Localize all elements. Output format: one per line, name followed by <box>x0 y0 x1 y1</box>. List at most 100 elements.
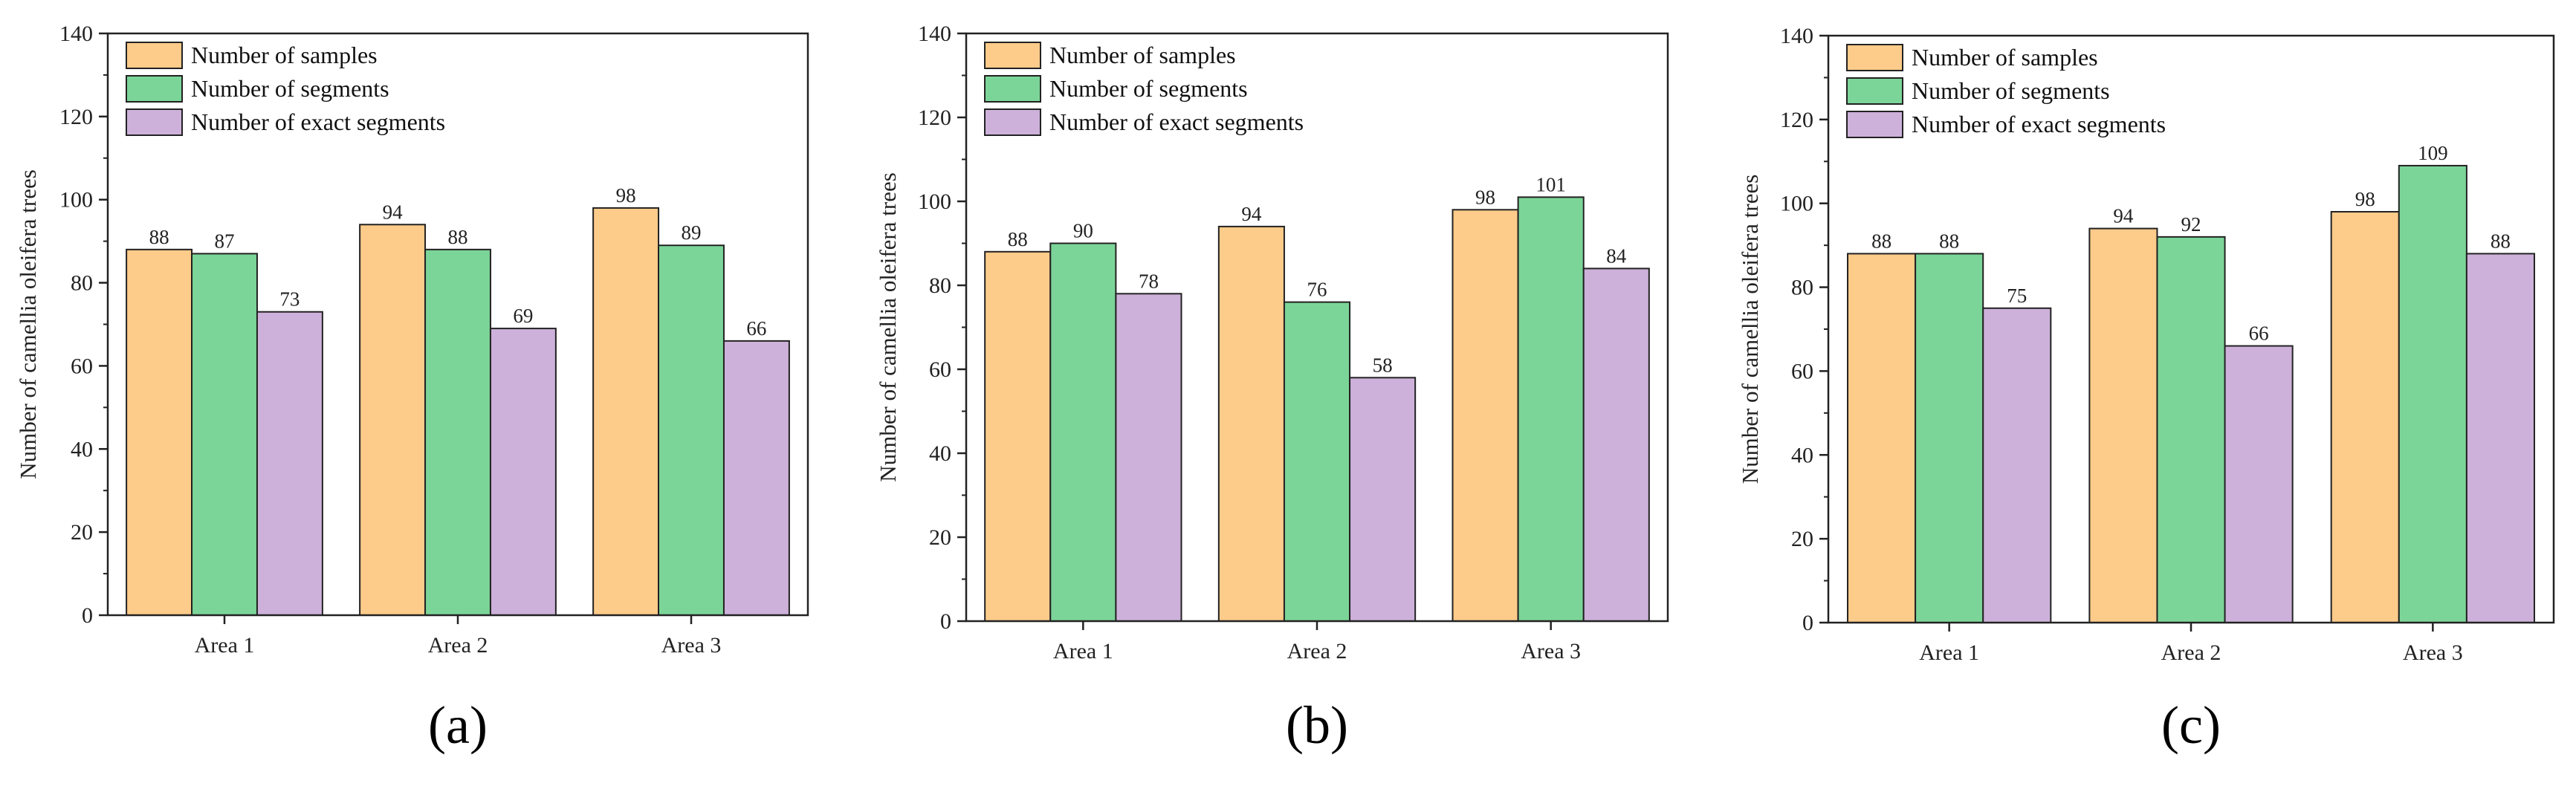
legend-swatch <box>126 42 183 69</box>
legend-swatch <box>1846 44 1903 71</box>
x-tick-label: Area 3 <box>1521 639 1581 663</box>
data-label: 101 <box>1535 173 1566 195</box>
data-label: 94 <box>1241 203 1262 225</box>
data-label: 66 <box>2249 322 2269 345</box>
data-label: 88 <box>1939 230 1959 252</box>
data-label: 78 <box>1139 270 1159 292</box>
data-label: 92 <box>2181 213 2201 236</box>
legend-label: Number of segments <box>1049 75 1248 102</box>
y-tick-label: 40 <box>1791 443 1813 467</box>
y-axis-title: Number of camellia oleifera trees <box>875 172 901 482</box>
legend-swatch <box>1846 77 1903 105</box>
data-label: 66 <box>746 317 766 340</box>
data-label: 90 <box>1073 220 1093 242</box>
y-tick-label: 20 <box>71 520 93 545</box>
data-label: 75 <box>2007 285 2027 307</box>
legend: Number of samples Number of segments Numbe… <box>126 42 445 136</box>
bar <box>2398 164 2467 623</box>
data-label: 88 <box>448 226 468 248</box>
bar <box>1217 225 1285 622</box>
y-tick-label: 80 <box>929 273 951 298</box>
data-label: 69 <box>513 305 533 327</box>
bar <box>1349 377 1417 622</box>
panel-label: (c) <box>2161 695 2221 755</box>
data-label: 88 <box>2491 230 2511 252</box>
y-tick-label: 60 <box>71 354 93 378</box>
legend-label: Number of exact segments <box>1049 108 1304 135</box>
data-label: 58 <box>1373 354 1393 376</box>
bar <box>984 250 1052 622</box>
bar <box>2088 227 2158 624</box>
legend-label: Number of exact segments <box>1912 111 2166 137</box>
data-label: 88 <box>1008 228 1028 250</box>
x-tick-label: Area 1 <box>1919 640 1979 665</box>
y-tick-label: 100 <box>1780 192 1813 216</box>
y-tick-label: 140 <box>1780 24 1813 48</box>
bar <box>126 248 193 616</box>
legend-label: Number of segments <box>191 75 389 102</box>
bar <box>424 248 491 616</box>
bar <box>1452 209 1519 622</box>
x-tick-label: Area 2 <box>428 633 488 658</box>
x-tick-label: Area 1 <box>195 633 255 658</box>
y-tick-label: 140 <box>59 22 93 46</box>
y-tick-label: 40 <box>71 437 93 461</box>
data-label: 76 <box>1307 279 1327 301</box>
bar <box>2330 211 2400 623</box>
legend-swatch <box>126 108 183 136</box>
bar <box>1982 307 2052 623</box>
bar <box>1283 301 1351 622</box>
legend-swatch <box>984 75 1041 103</box>
data-label: 98 <box>616 184 636 207</box>
data-label: 88 <box>1871 230 1891 252</box>
bar <box>722 340 790 616</box>
data-label: 98 <box>2355 188 2375 210</box>
legend-swatch <box>984 108 1041 136</box>
data-label: 89 <box>682 221 702 244</box>
bar <box>359 224 427 616</box>
x-tick-label: Area 3 <box>661 633 722 658</box>
legend-label: Number of segments <box>1912 77 2110 104</box>
data-label: 94 <box>383 201 404 223</box>
bar <box>489 328 557 616</box>
data-label: 109 <box>2418 142 2448 164</box>
y-tick-label: 140 <box>918 22 951 46</box>
y-tick-label: 40 <box>929 441 951 466</box>
y-tick-label: 0 <box>82 603 93 628</box>
chart-panel-c: 88 88 75 94 92 66 98 109 88 0 20 40 60 80 100 120 140 Are… <box>1737 24 2555 755</box>
panel-label: (a) <box>428 695 488 755</box>
bar <box>658 244 725 616</box>
x-tick-label: Area 2 <box>1287 639 1347 663</box>
legend-swatch <box>984 42 1041 69</box>
x-tick-label: Area 2 <box>2161 640 2221 665</box>
chart-panel-b: 88 90 78 94 76 58 98 101 84 0 20 40 60 80 100 120 140 Are… <box>875 22 1669 755</box>
bar <box>1049 242 1117 622</box>
chart-panel-a: 88 87 73 94 88 69 98 89 66 0 20 40 60 80 100 120 140 Area… <box>15 22 809 755</box>
data-label: 88 <box>149 226 169 248</box>
bar <box>2224 345 2294 623</box>
y-tick-label: 0 <box>1802 611 1813 635</box>
legend-label: Number of exact segments <box>191 108 445 135</box>
y-axis-title: Number of camellia oleifera trees <box>15 169 41 479</box>
legend-label: Number of samples <box>1049 42 1236 68</box>
x-tick-label: Area 3 <box>2403 640 2463 665</box>
y-axis-title: Number of camellia oleifera trees <box>1737 175 1763 484</box>
bar <box>191 253 258 616</box>
y-tick-label: 60 <box>929 357 951 382</box>
panel-label: (b) <box>1286 695 1348 755</box>
bar <box>256 311 323 616</box>
data-label: 73 <box>279 288 300 311</box>
data-label: 84 <box>1606 244 1627 267</box>
legend: Number of samples Number of segments Numbe… <box>1846 44 2166 138</box>
bar <box>2156 236 2226 624</box>
y-tick-label: 120 <box>1780 108 1813 132</box>
bar <box>1847 253 1917 623</box>
legend: Number of samples Number of segments Numbe… <box>984 42 1304 136</box>
y-tick-label: 60 <box>1791 359 1813 383</box>
y-tick-label: 120 <box>918 106 951 130</box>
bar <box>1582 267 1650 622</box>
data-label: 98 <box>1475 186 1495 208</box>
y-tick-label: 0 <box>940 609 951 634</box>
y-tick-label: 80 <box>71 271 93 296</box>
y-tick-label: 100 <box>918 189 951 214</box>
